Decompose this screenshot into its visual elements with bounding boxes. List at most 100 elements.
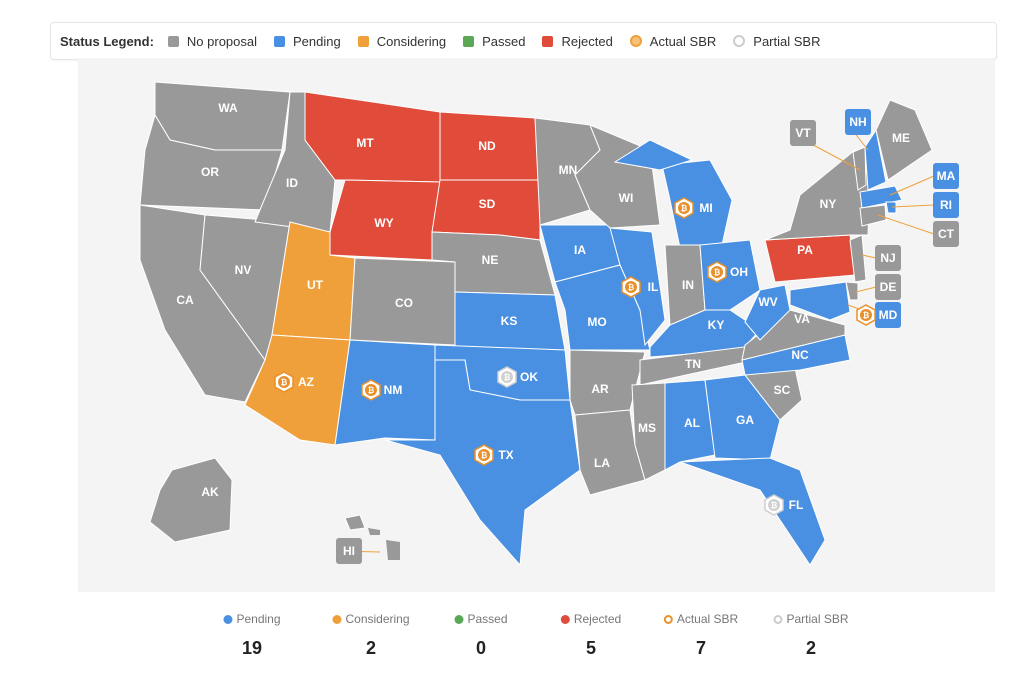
state-shape[interactable] [875,99,933,181]
color-swatch [463,35,475,47]
state-label: NC [791,348,809,362]
actual-sbr-bitcoin-icon: ₿ [707,261,727,283]
bitcoin-icon [663,614,673,624]
state-ms[interactable]: MS [631,382,666,481]
state-shape[interactable] [154,81,291,151]
state-shape[interactable] [679,457,826,566]
state-me[interactable]: ME [875,99,933,181]
state-shape[interactable] [631,382,666,481]
stat-label: Actual SBR [663,612,738,626]
state-shape[interactable] [149,457,233,543]
actual-sbr-bitcoin-icon: ₿ [621,276,641,298]
stat-value: 0 [475,638,486,658]
state-shape[interactable] [744,284,791,341]
legend-label: Rejected [561,33,613,49]
summary-stats: Pending 19 Considering 2 Passed 0 Rejected 5 Act… [0,612,1024,662]
state-shape[interactable] [649,309,761,358]
stat-considering: Considering 2 [332,612,410,659]
state-vt[interactable]: VT [790,120,867,191]
status-dot [223,614,233,624]
stat-pending: Pending 19 [223,612,281,659]
color-swatch [167,35,179,47]
actual-sbr-bitcoin-icon: ₿ [856,304,876,326]
state-label: TX [498,448,513,462]
state-hi[interactable]: HI [336,514,400,564]
state-label: CT [938,227,955,241]
state-label: HI [343,544,355,558]
status-dot [560,614,570,624]
state-shape[interactable] [845,281,859,301]
state-in[interactable]: IN [664,244,706,326]
state-mi[interactable]: MI [613,139,733,249]
state-shape[interactable] [864,128,887,191]
stat-label: Considering [332,612,410,626]
stat-label-text: Pending [236,612,281,626]
state-nd[interactable]: ND [439,111,541,181]
legend-item-pending: Pending [274,34,341,49]
state-shape[interactable] [661,159,733,249]
state-ar[interactable]: AR [569,349,646,416]
callout-box [875,302,901,328]
state-pa[interactable]: PA [764,234,856,283]
state-nm[interactable]: NM [334,339,436,446]
us-map: WA OR CA NV ID MT WY UT CO AZ ₿ NM ₿ ND SD NE KS OK ₿ TX ₿ MN… [78,58,995,592]
state-label: IA [574,243,586,257]
state-label: KY [708,318,725,332]
state-ak[interactable]: AK [149,457,233,543]
state-shape[interactable] [329,179,441,261]
state-ma[interactable]: MA [859,163,959,209]
state-shape[interactable] [664,379,716,471]
state-wv[interactable]: WV [744,284,791,341]
state-shape[interactable] [859,185,903,209]
partial-sbr-bitcoin-icon: ₿ [497,366,517,388]
state-shape[interactable] [789,281,851,321]
state-or[interactable]: OR [139,113,283,211]
state-de[interactable]: DE [845,274,901,301]
state-wy[interactable]: WY [329,179,441,261]
state-shape[interactable] [849,234,867,283]
callout-box [845,109,871,135]
state-nj[interactable]: NJ [849,234,901,283]
state-label: IL [648,280,659,294]
legend-item-no-proposal: No proposal [167,34,257,49]
actual-sbr-bitcoin-icon: ₿ [361,379,381,401]
state-label: ND [478,139,496,153]
state-ky[interactable]: KY [649,309,761,358]
state-shape[interactable] [344,514,366,531]
state-label: WV [758,295,777,309]
state-ks[interactable]: KS [454,291,566,351]
state-label: PA [797,243,813,257]
legend-title: Status Legend: [60,33,154,49]
state-label: MT [356,136,374,150]
state-label: AL [684,416,700,430]
state-label: RI [940,198,952,212]
stat-value: 19 [241,638,263,658]
state-sd[interactable]: SD [431,179,541,241]
state-label: AK [201,485,219,499]
stat-value: 7 [695,638,707,658]
stat-value: 5 [585,638,596,658]
state-ri[interactable]: RI [885,192,959,218]
state-al[interactable]: AL [664,379,716,471]
bitcoin-icon [629,35,642,47]
state-sc[interactable]: SC [744,367,803,421]
stat-partial-sbr: Partial SBR 2 [773,612,849,659]
state-wa[interactable]: WA [154,81,291,151]
state-shape[interactable] [334,339,436,446]
stat-label: Passed [454,612,508,626]
state-label: ID [286,176,298,190]
state-oh[interactable]: OH [699,239,761,311]
legend-item-considering: Considering [357,34,446,49]
state-nh[interactable]: NH [845,109,887,191]
state-co[interactable]: CO [349,257,456,346]
state-md[interactable]: MD [789,281,901,328]
state-label: MA [937,169,956,183]
state-fl[interactable]: FL [679,457,826,566]
stat-label-text: Rejected [573,612,622,626]
state-shape[interactable] [859,204,887,227]
state-shape[interactable] [852,146,867,191]
state-shape[interactable] [699,239,761,311]
state-ct[interactable]: CT [859,204,959,247]
state-shape[interactable] [885,201,897,214]
state-label: MI [699,201,712,215]
